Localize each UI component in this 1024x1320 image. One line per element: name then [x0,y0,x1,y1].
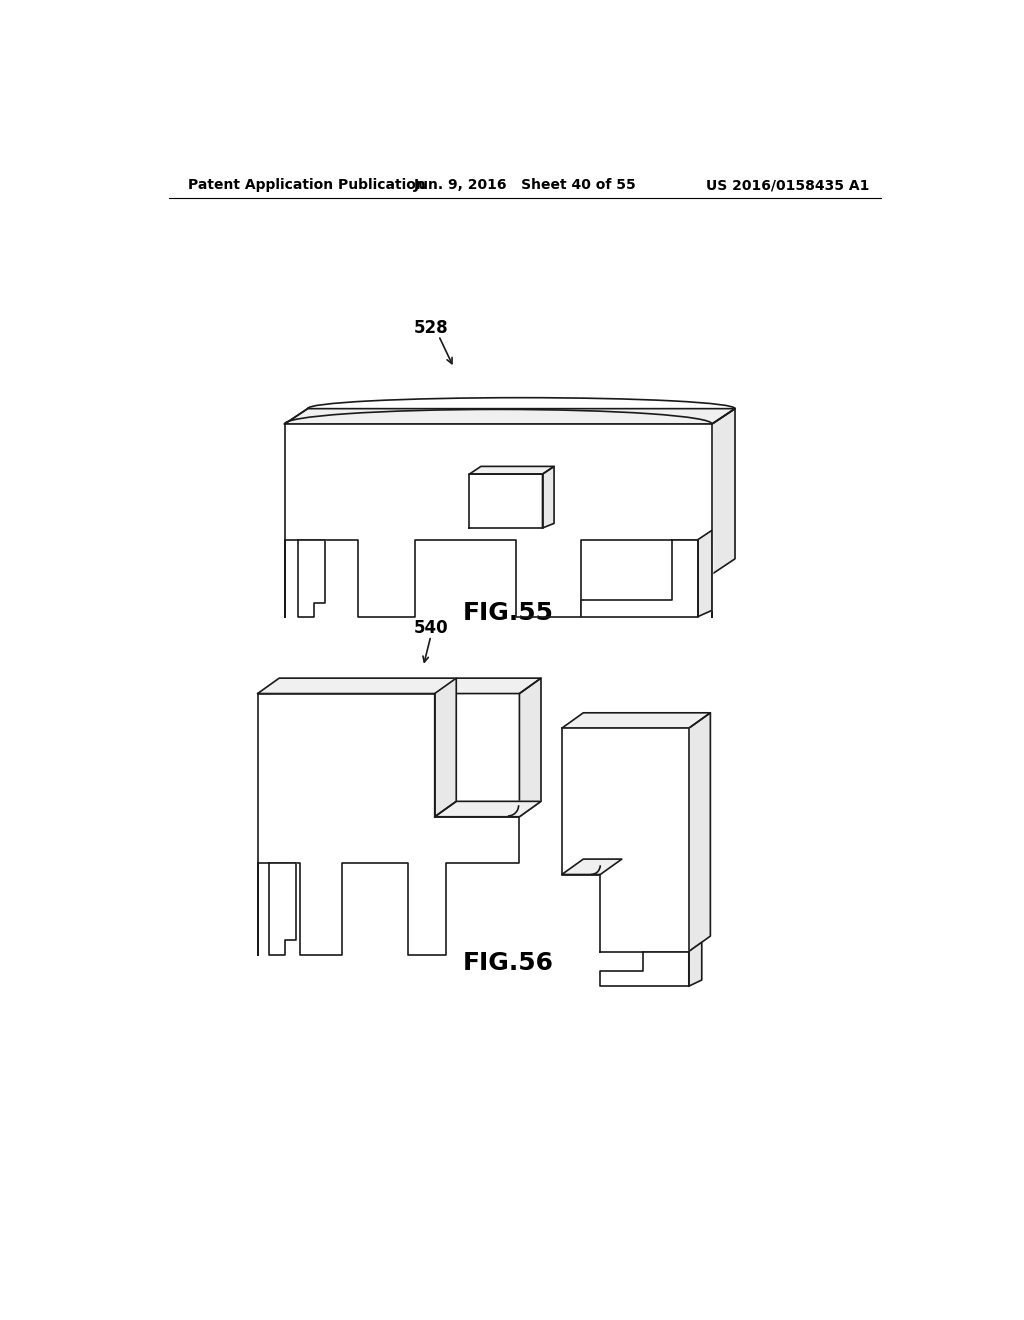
Polygon shape [435,801,541,817]
Polygon shape [258,678,541,693]
Text: 528: 528 [414,319,449,337]
Polygon shape [543,466,554,528]
Text: FIG.56: FIG.56 [463,950,553,975]
Polygon shape [698,531,712,616]
Polygon shape [519,678,541,817]
Polygon shape [581,540,698,616]
Polygon shape [298,540,325,616]
Polygon shape [269,863,296,956]
Text: Jun. 9, 2016   Sheet 40 of 55: Jun. 9, 2016 Sheet 40 of 55 [414,178,636,193]
Text: 540: 540 [414,619,449,638]
Polygon shape [562,713,711,729]
Polygon shape [469,466,554,474]
Polygon shape [689,713,711,952]
Polygon shape [435,678,457,817]
Text: Patent Application Publication: Patent Application Publication [188,178,426,193]
Polygon shape [469,474,543,528]
Polygon shape [258,693,519,956]
Text: FIG.55: FIG.55 [463,601,553,624]
Polygon shape [712,409,735,574]
Polygon shape [562,729,689,952]
Polygon shape [562,859,622,875]
Text: US 2016/0158435 A1: US 2016/0158435 A1 [707,178,869,193]
Polygon shape [600,952,689,986]
Polygon shape [689,942,701,986]
Polygon shape [285,409,735,424]
Polygon shape [285,424,712,616]
